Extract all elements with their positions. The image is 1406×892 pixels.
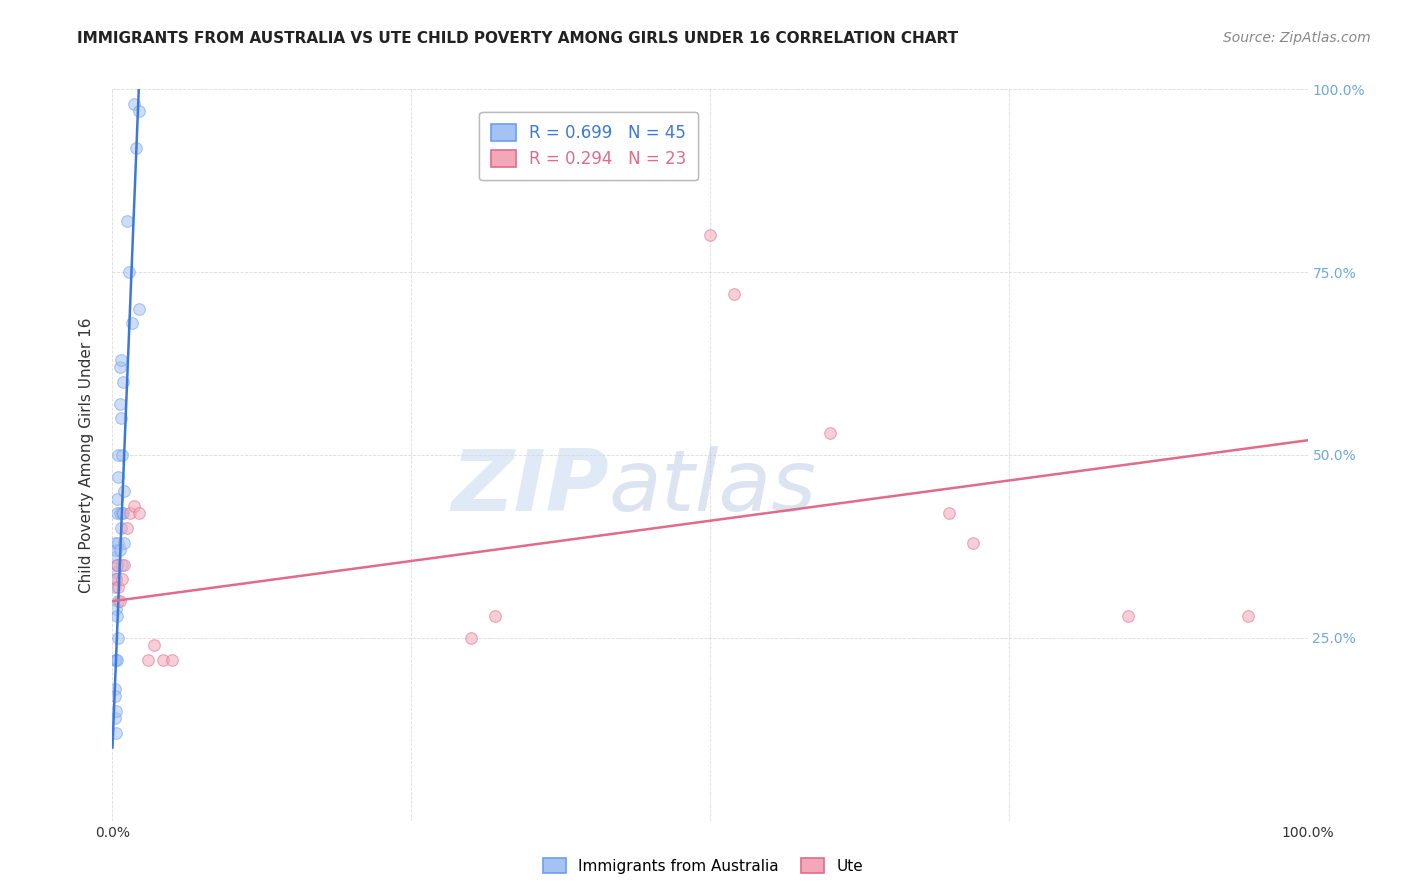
Point (111, 507, 134, 521)
Text: ZIP: ZIP (451, 446, 609, 529)
Point (105, 507, 128, 521)
Point (699, 228, 721, 243)
Point (105, 601, 128, 615)
Point (128, 301, 150, 316)
Point (110, 521, 132, 535)
Point (105, 653, 128, 667)
Point (115, 214, 138, 228)
Point (105, 653, 128, 667)
Point (110, 411, 132, 425)
Point (104, 711, 127, 725)
Point (125, 141, 148, 155)
Point (105, 558, 128, 572)
Point (107, 594, 129, 608)
Point (138, 653, 160, 667)
Point (818, 425, 841, 440)
Point (723, 287, 745, 301)
Point (104, 690, 127, 704)
Point (108, 360, 131, 375)
Point (111, 448, 134, 462)
Point (108, 543, 131, 558)
Point (115, 521, 138, 535)
Y-axis label: Child Poverty Among Girls Under 16: Child Poverty Among Girls Under 16 (79, 318, 94, 592)
Point (938, 507, 960, 521)
Point (108, 594, 131, 608)
Point (112, 375, 135, 389)
Text: IMMIGRANTS FROM AUSTRALIA VS UTE CHILD POVERTY AMONG GIRLS UNDER 16 CORRELATION : IMMIGRANTS FROM AUSTRALIA VS UTE CHILD P… (77, 31, 959, 46)
Point (112, 507, 135, 521)
Point (1237, 608, 1260, 623)
Point (122, 96, 145, 111)
Point (110, 352, 132, 367)
Point (1118, 608, 1140, 623)
Point (104, 550, 127, 565)
Legend: Immigrants from Australia, Ute: Immigrants from Australia, Ute (537, 852, 869, 880)
Point (143, 638, 166, 652)
Point (121, 316, 143, 330)
Point (107, 535, 129, 549)
Point (104, 653, 127, 667)
Point (107, 631, 129, 645)
Point (107, 470, 129, 484)
Point (460, 631, 482, 645)
Point (152, 653, 174, 667)
Point (162, 653, 183, 667)
Text: atlas: atlas (609, 446, 817, 529)
Point (105, 572, 128, 586)
Point (114, 484, 135, 499)
Point (118, 265, 141, 279)
Point (108, 397, 131, 411)
Point (114, 558, 135, 572)
Point (107, 580, 129, 594)
Point (108, 507, 131, 521)
Point (111, 572, 134, 586)
Point (114, 535, 135, 549)
Point (105, 491, 128, 506)
Point (484, 608, 506, 623)
Point (128, 507, 150, 521)
Point (105, 543, 128, 558)
Point (122, 499, 145, 513)
Point (105, 558, 128, 572)
Point (120, 507, 142, 521)
Point (128, 104, 150, 119)
Point (105, 608, 128, 623)
Point (107, 448, 129, 462)
Text: Source: ZipAtlas.com: Source: ZipAtlas.com (1223, 31, 1371, 45)
Point (962, 535, 984, 549)
Point (104, 565, 127, 579)
Point (105, 704, 128, 718)
Point (111, 558, 134, 572)
Point (104, 580, 127, 594)
Legend: R = 0.699   N = 45, R = 0.294   N = 23: R = 0.699 N = 45, R = 0.294 N = 23 (479, 112, 699, 180)
Point (105, 726, 128, 740)
Point (104, 535, 127, 549)
Point (105, 572, 128, 586)
Point (104, 681, 127, 696)
